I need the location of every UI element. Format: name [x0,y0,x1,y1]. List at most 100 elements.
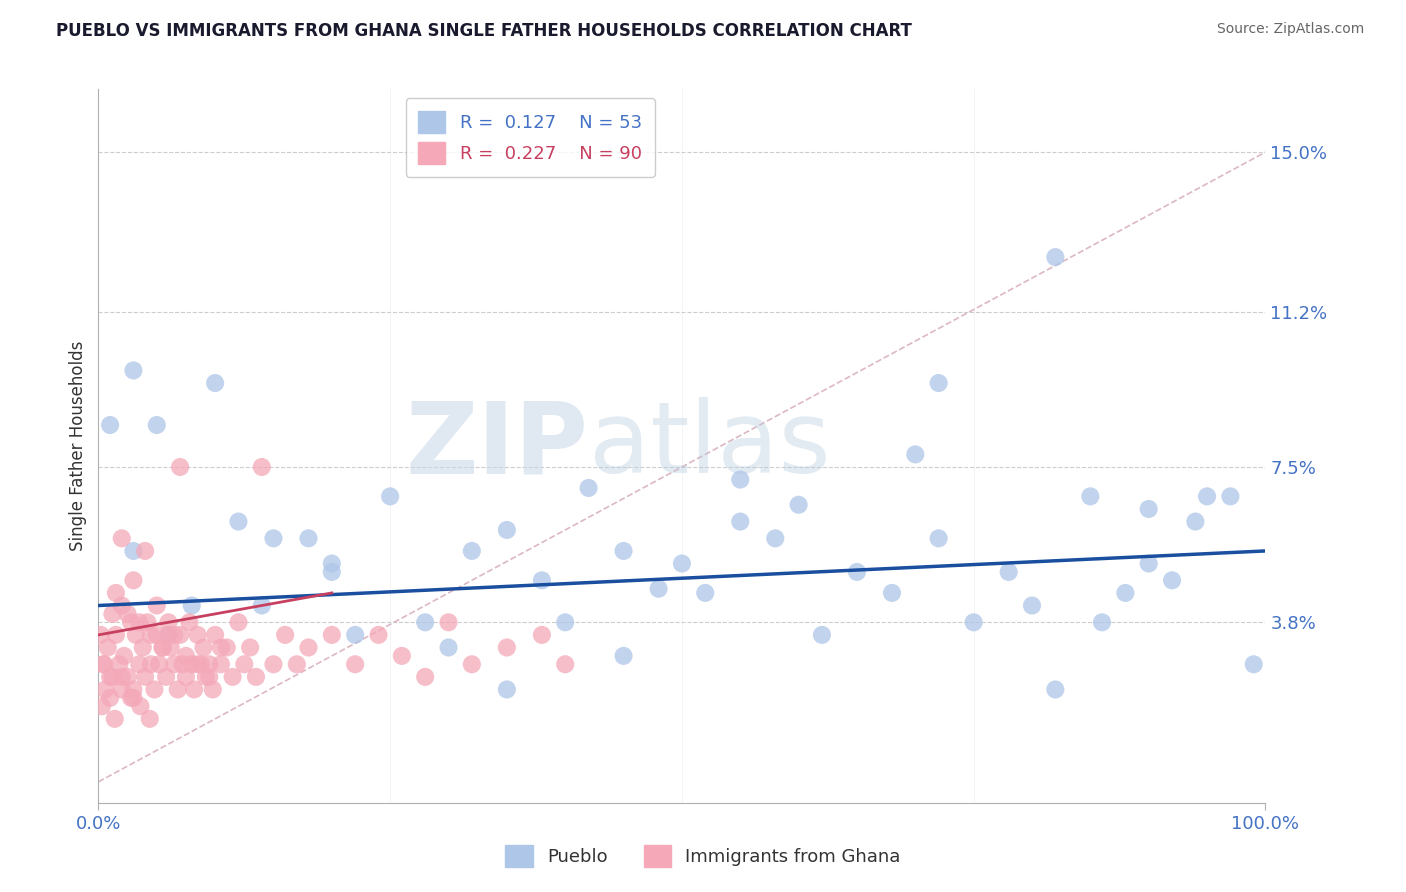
Point [152,640,174,655]
Point [174,648,197,663]
Point [201,682,224,697]
Point [461,544,484,558]
Point [612,648,634,663]
Point [194,670,217,684]
Point [139,628,162,642]
Point [187,657,209,672]
Point [1219,489,1241,503]
Point [125,628,148,642]
Point [228,615,250,630]
Point [112,648,135,663]
Point [274,628,297,642]
Point [530,628,553,642]
Text: atlas: atlas [589,398,830,494]
Point [496,523,519,537]
Point [437,615,460,630]
Point [530,574,553,588]
Point [111,532,134,546]
Point [321,565,343,579]
Point [146,417,169,432]
Point [904,447,927,461]
Point [1021,599,1043,613]
Point [496,640,519,655]
Point [101,607,124,621]
Point [391,648,413,663]
Point [344,657,367,672]
Point [997,565,1019,579]
Point [198,670,221,684]
Point [101,670,124,684]
Point [187,628,209,642]
Point [94,682,117,697]
Point [285,657,308,672]
Point [143,682,166,697]
Point [880,586,903,600]
Point [98,417,121,432]
Point [730,515,752,529]
Point [250,599,273,613]
Point [612,544,634,558]
Point [198,657,221,672]
Point [928,532,950,546]
Point [169,628,191,642]
Point [1114,586,1136,600]
Legend: R =  0.127    N = 53, R =  0.227    N = 90: R = 0.127 N = 53, R = 0.227 N = 90 [406,98,655,177]
Point [157,628,180,642]
Point [111,670,134,684]
Point [180,599,202,613]
Point [228,515,250,529]
Point [122,544,145,558]
Point [139,657,162,672]
Point [152,640,174,655]
Point [183,682,205,697]
Point [120,690,142,705]
Point [730,473,752,487]
Point [671,557,693,571]
Point [90,628,112,642]
Point [297,640,319,655]
Point [122,682,145,697]
Point [321,557,343,571]
Point [122,690,145,705]
Point [763,532,786,546]
Point [129,699,152,714]
Point [166,682,188,697]
Point [128,657,150,672]
Point [146,599,169,613]
Point [159,640,181,655]
Point [90,699,112,714]
Point [120,615,142,630]
Point [122,574,145,588]
Point [204,376,226,390]
Point [136,615,159,630]
Point [1137,557,1160,571]
Point [148,657,170,672]
Point [250,460,273,475]
Point [413,670,436,684]
Point [209,657,232,672]
Point [297,532,319,546]
Point [117,670,139,684]
Text: Source: ZipAtlas.com: Source: ZipAtlas.com [1216,22,1364,37]
Point [1045,682,1067,697]
Point [262,657,284,672]
Point [1091,615,1114,630]
Point [1045,250,1067,264]
Point [1243,657,1265,672]
Point [413,615,436,630]
Point [169,460,191,475]
Point [134,544,156,558]
Point [179,615,201,630]
Point [190,657,212,672]
Point [1137,502,1160,516]
Point [554,657,576,672]
Point [578,481,600,495]
Point [233,657,256,672]
Point [221,670,243,684]
Point [108,657,131,672]
Point [787,498,810,512]
Point [367,628,389,642]
Point [146,628,169,642]
Point [132,640,155,655]
Point [91,657,114,672]
